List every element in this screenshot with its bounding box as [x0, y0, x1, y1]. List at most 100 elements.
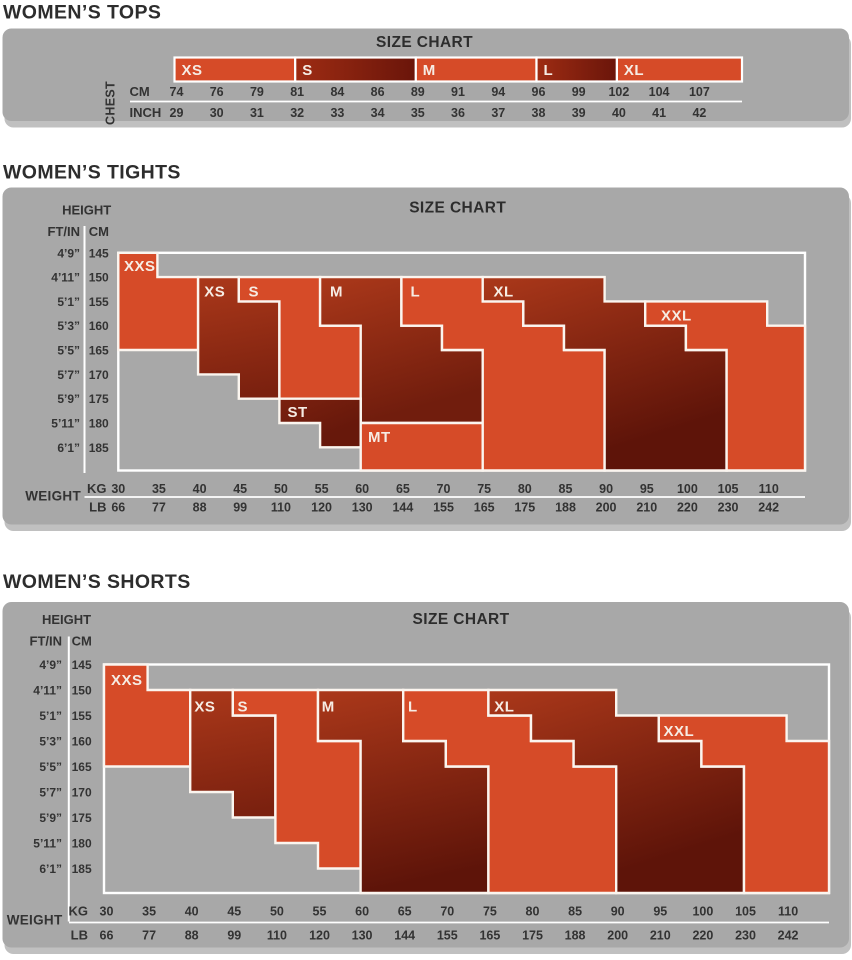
svg-text:110: 110: [759, 482, 779, 496]
svg-text:120: 120: [309, 929, 330, 943]
svg-text:200: 200: [607, 929, 628, 943]
svg-text:86: 86: [371, 85, 385, 99]
svg-text:CM: CM: [89, 224, 109, 239]
svg-text:94: 94: [491, 85, 505, 99]
svg-text:145: 145: [89, 246, 109, 260]
svg-text:WOMEN’S TIGHTS: WOMEN’S TIGHTS: [3, 162, 181, 184]
svg-text:5’7”: 5’7”: [57, 368, 80, 382]
svg-text:SIZE CHART: SIZE CHART: [409, 200, 506, 217]
svg-text:150: 150: [89, 271, 109, 285]
svg-text:185: 185: [89, 441, 109, 455]
svg-text:77: 77: [152, 501, 166, 515]
svg-text:M: M: [423, 62, 436, 79]
svg-text:HEIGHT: HEIGHT: [62, 203, 111, 218]
svg-text:80: 80: [526, 905, 540, 919]
svg-text:210: 210: [650, 929, 671, 943]
svg-text:FT/IN: FT/IN: [48, 224, 81, 239]
svg-text:36: 36: [451, 106, 465, 120]
svg-text:170: 170: [72, 786, 92, 800]
svg-text:41: 41: [652, 106, 666, 120]
svg-text:155: 155: [89, 295, 109, 309]
svg-text:31: 31: [250, 106, 264, 120]
svg-text:144: 144: [392, 501, 413, 515]
svg-text:75: 75: [477, 482, 491, 496]
svg-text:79: 79: [250, 85, 264, 99]
svg-text:96: 96: [532, 85, 546, 99]
svg-text:188: 188: [565, 929, 586, 943]
svg-text:91: 91: [451, 85, 465, 99]
svg-text:5’1”: 5’1”: [57, 295, 80, 309]
svg-text:4’9”: 4’9”: [39, 658, 62, 672]
svg-text:38: 38: [532, 106, 546, 120]
svg-text:S: S: [249, 283, 260, 300]
svg-text:60: 60: [355, 482, 369, 496]
svg-text:66: 66: [111, 501, 125, 515]
svg-text:105: 105: [718, 482, 739, 496]
svg-text:42: 42: [692, 106, 706, 120]
svg-text:99: 99: [233, 501, 247, 515]
svg-text:70: 70: [437, 482, 451, 496]
svg-text:130: 130: [352, 929, 373, 943]
svg-text:89: 89: [411, 85, 425, 99]
svg-text:95: 95: [640, 482, 654, 496]
svg-text:107: 107: [689, 85, 710, 99]
svg-text:74: 74: [170, 85, 184, 99]
svg-text:XS: XS: [194, 699, 215, 716]
svg-text:5’5”: 5’5”: [39, 760, 62, 774]
svg-text:220: 220: [692, 929, 713, 943]
svg-text:6’1”: 6’1”: [57, 441, 80, 455]
svg-text:100: 100: [677, 482, 698, 496]
svg-text:105: 105: [735, 905, 756, 919]
svg-text:110: 110: [778, 905, 798, 919]
svg-text:230: 230: [718, 501, 739, 515]
svg-text:50: 50: [270, 905, 284, 919]
svg-text:35: 35: [142, 905, 156, 919]
svg-text:XS: XS: [204, 283, 225, 300]
svg-text:65: 65: [396, 482, 410, 496]
svg-text:MT: MT: [368, 429, 391, 446]
svg-text:220: 220: [677, 501, 698, 515]
svg-text:110: 110: [271, 501, 291, 515]
svg-text:5’1”: 5’1”: [39, 709, 62, 723]
svg-text:155: 155: [72, 709, 92, 723]
svg-text:40: 40: [193, 482, 207, 496]
svg-text:5’9”: 5’9”: [39, 811, 62, 825]
svg-text:32: 32: [290, 106, 304, 120]
svg-text:88: 88: [193, 501, 207, 515]
svg-text:80: 80: [518, 482, 532, 496]
svg-text:LB: LB: [89, 500, 106, 515]
svg-text:30: 30: [100, 905, 114, 919]
svg-text:175: 175: [522, 929, 543, 943]
svg-text:XXS: XXS: [124, 258, 156, 275]
svg-text:S: S: [238, 699, 249, 716]
svg-text:CM: CM: [72, 633, 92, 648]
svg-text:5’3”: 5’3”: [57, 319, 80, 333]
svg-text:180: 180: [72, 837, 92, 851]
svg-text:XS: XS: [182, 62, 203, 79]
svg-text:150: 150: [72, 684, 92, 698]
svg-text:XXS: XXS: [111, 672, 143, 689]
svg-text:88: 88: [185, 929, 199, 943]
svg-text:SIZE CHART: SIZE CHART: [413, 611, 510, 628]
svg-text:165: 165: [89, 344, 109, 358]
svg-text:29: 29: [170, 106, 184, 120]
svg-text:55: 55: [315, 482, 329, 496]
svg-text:39: 39: [572, 106, 586, 120]
svg-text:242: 242: [778, 929, 799, 943]
svg-text:WEIGHT: WEIGHT: [7, 913, 63, 928]
svg-text:4’11”: 4’11”: [33, 684, 62, 698]
svg-text:SIZE CHART: SIZE CHART: [376, 34, 473, 51]
svg-text:XL: XL: [494, 699, 514, 716]
svg-text:ST: ST: [288, 404, 308, 421]
svg-text:35: 35: [411, 106, 425, 120]
svg-text:45: 45: [227, 905, 241, 919]
svg-text:5’7”: 5’7”: [39, 786, 62, 800]
svg-text:FT/IN: FT/IN: [30, 633, 63, 648]
svg-text:230: 230: [735, 929, 756, 943]
svg-text:WOMEN’S SHORTS: WOMEN’S SHORTS: [3, 571, 191, 593]
svg-text:90: 90: [599, 482, 613, 496]
svg-text:90: 90: [611, 905, 625, 919]
svg-text:85: 85: [568, 905, 582, 919]
svg-text:35: 35: [152, 482, 166, 496]
svg-text:HEIGHT: HEIGHT: [42, 612, 91, 627]
